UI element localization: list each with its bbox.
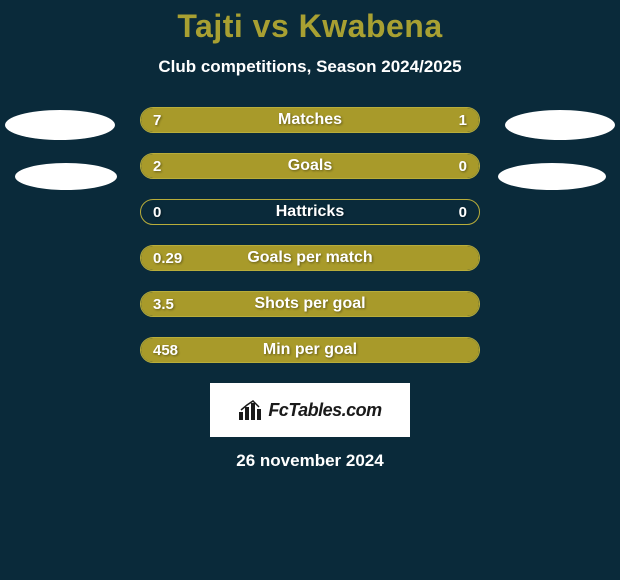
- stat-row: 458Min per goal: [140, 337, 480, 363]
- stat-label: Matches: [141, 108, 479, 132]
- stat-row: 3.5Shots per goal: [140, 291, 480, 317]
- infographic-container: Tajti vs Kwabena Club competitions, Seas…: [0, 0, 620, 471]
- stat-label: Goals per match: [141, 246, 479, 270]
- stat-bars: 71Matches 20Goals 00Hattricks 0.29Goals per…: [10, 107, 610, 363]
- stats-area: 71Matches 20Goals 00Hattricks 0.29Goals per…: [0, 107, 620, 363]
- stat-row: 71Matches: [140, 107, 480, 133]
- stat-label: Min per goal: [141, 338, 479, 362]
- player-left-avatar-1: [5, 110, 115, 140]
- fctables-logo: FcTables.com: [210, 383, 410, 437]
- stat-row: 00Hattricks: [140, 199, 480, 225]
- subtitle: Club competitions, Season 2024/2025: [0, 57, 620, 77]
- chart-bars-icon: [238, 400, 262, 420]
- stat-row: 20Goals: [140, 153, 480, 179]
- player-left-avatar-2: [15, 163, 117, 190]
- stat-label: Shots per goal: [141, 292, 479, 316]
- stat-label: Hattricks: [141, 200, 479, 224]
- page-title: Tajti vs Kwabena: [0, 8, 620, 45]
- stat-label: Goals: [141, 154, 479, 178]
- player-right-avatar-1: [505, 110, 615, 140]
- logo-text: FcTables.com: [268, 400, 381, 421]
- player-right-avatar-2: [498, 163, 606, 190]
- stat-row: 0.29Goals per match: [140, 245, 480, 271]
- date-label: 26 november 2024: [0, 451, 620, 471]
